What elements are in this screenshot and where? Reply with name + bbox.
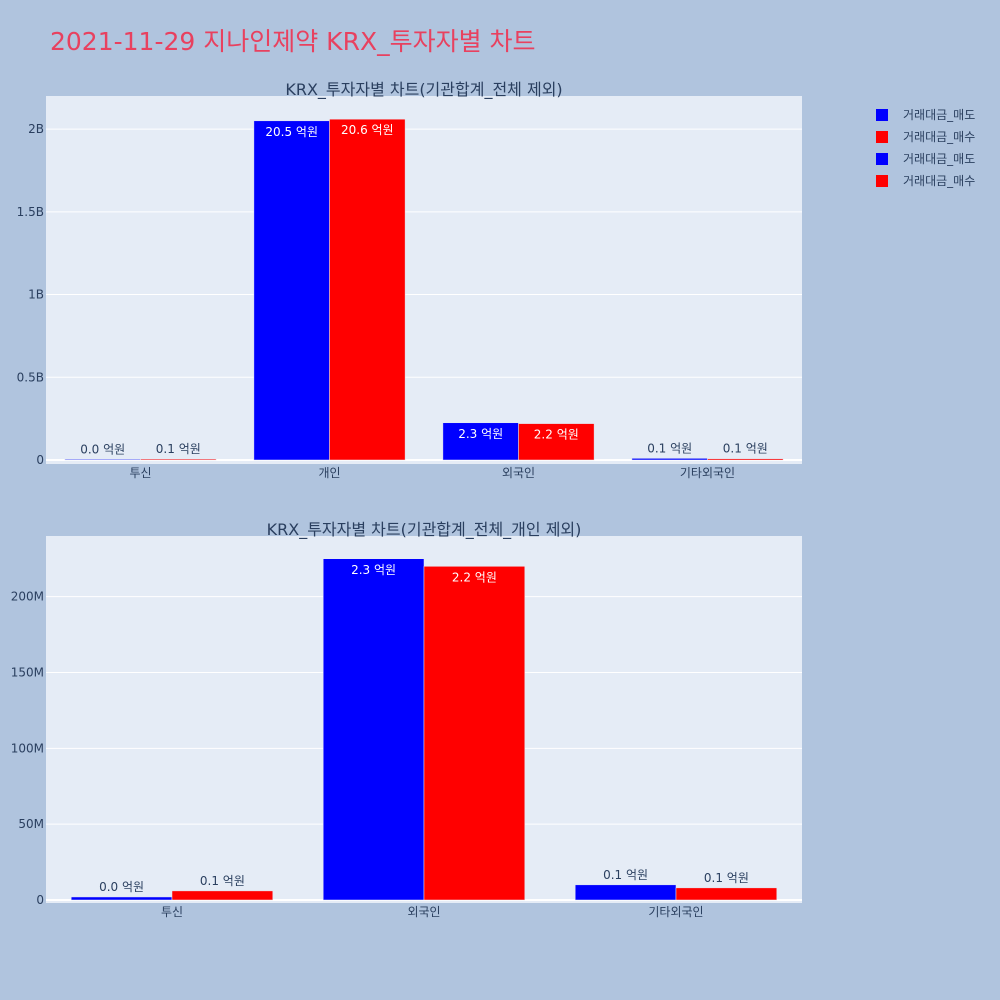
chart1-y-tick-label: 0.5B [17,370,44,384]
chart1-x-tick-label: 개인 [318,466,340,480]
chart1-bar-label: 20.5 억원 [265,125,318,139]
chart2-bar-label: 0.0 억원 [99,880,144,894]
chart1-bar-label: 0.1 억원 [723,442,768,456]
chart1-y-tick-label: 1B [28,288,44,302]
chart1-x-tick-label: 기타외국인 [680,466,735,480]
chart2-x-tick-label: 기타외국인 [648,905,703,919]
chart1-bar[interactable] [329,118,406,461]
chart1-x-tick-label: 외국인 [502,466,535,480]
chart1-x-tick-label: 투신 [129,466,151,480]
chart2-y-tick-label: 200M [11,590,44,604]
chart2-bar[interactable] [574,884,677,901]
chart2-bar-label: 0.1 억원 [200,874,245,888]
chart2-title: KRX_투자자별 차트(기관합계_전체_개인 제외) [267,520,582,540]
chart2-bar[interactable] [70,896,173,901]
chart2-bar-label: 0.1 억원 [704,871,749,885]
chart1-bar-label: 2.2 억원 [534,428,579,442]
chart2-y-tick-label: 50M [18,817,44,831]
chart1-bar[interactable] [64,458,141,461]
chart2-bar[interactable] [423,566,526,901]
chart2-y-tick-label: 0 [36,893,44,907]
page-title: 2021-11-29 지나인제약 KRX_투자자별 차트 [50,27,536,56]
chart1-bar-label: 20.6 억원 [341,123,394,137]
chart2-x-tick-label: 외국인 [407,905,440,919]
chart2-y-tick-label: 150M [11,666,44,680]
chart2-bar-label: 2.2 억원 [452,570,497,584]
chart1-bar-label: 0.0 억원 [80,443,125,457]
legend-swatch[interactable] [876,175,888,187]
chart2-x-tick-label: 투신 [161,905,183,919]
legend-swatch[interactable] [876,109,888,121]
chart1-bar[interactable] [442,422,519,461]
chart1-bar-label: 0.1 억원 [156,442,201,456]
chart2-bar-label: 2.3 억원 [351,563,396,577]
legend-item-label[interactable]: 거래대금_매도 [903,108,975,122]
legend-swatch[interactable] [876,131,888,143]
chart1-y-tick-label: 1.5B [17,205,44,219]
chart2-bar[interactable] [675,887,778,901]
chart1-y-tick-label: 2B [28,122,44,136]
legend-item-label[interactable]: 거래대금_매수 [903,130,975,144]
legend-item-label[interactable]: 거래대금_매수 [903,174,975,188]
chart2-bar-label: 0.1 억원 [603,868,648,882]
chart1-bar[interactable] [253,120,330,461]
chart1-bar[interactable] [631,458,708,461]
chart1-bar-label: 0.1 억원 [647,441,692,455]
chart2-y-tick-label: 100M [11,741,44,755]
legend-item-label[interactable]: 거래대금_매도 [903,152,975,166]
chart1-bar[interactable] [707,458,784,461]
chart1-title: KRX_투자자별 차트(기관합계_전체 제외) [285,80,562,100]
chart1-y-tick-label: 0 [36,453,44,467]
chart1-bar-label: 2.3 억원 [458,427,503,441]
chart2-bar[interactable] [322,558,425,901]
chart1-plot-area [46,96,802,464]
chart2-bar[interactable] [171,890,274,901]
legend-swatch[interactable] [876,153,888,165]
chart1-bar[interactable] [518,423,595,461]
chart1-bar[interactable] [140,458,217,461]
